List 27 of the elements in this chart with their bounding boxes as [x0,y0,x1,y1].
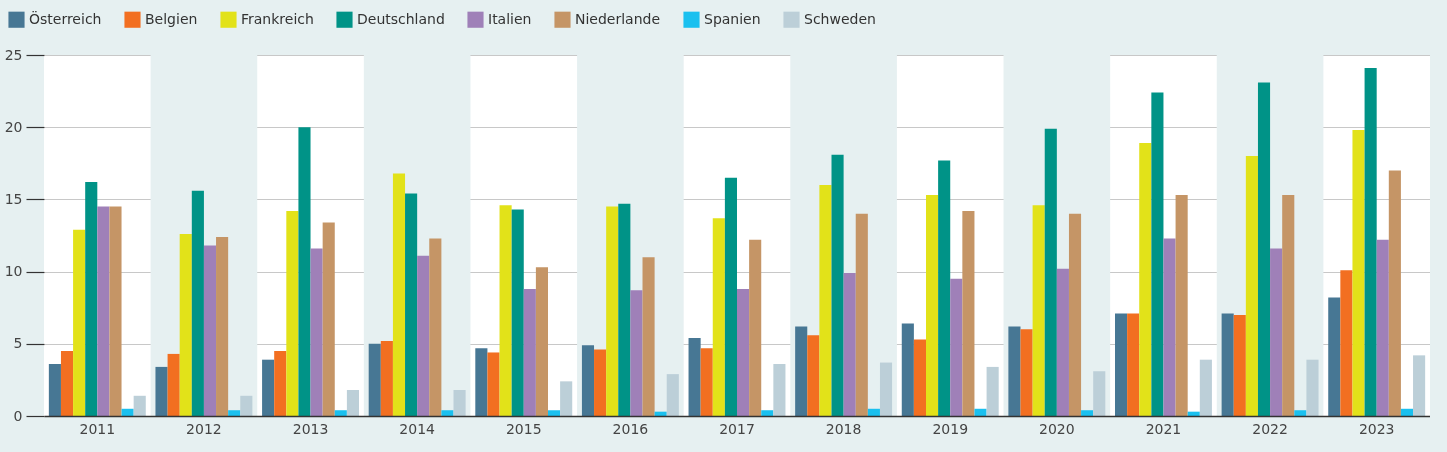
legend-label: Deutschland [357,10,445,27]
legend-label: Schweden [804,10,876,27]
y-tick-label: 20 [4,118,23,135]
legend-label: Frankreich [241,10,314,27]
x-tick-label: 2011 [79,420,116,437]
y-tick-label: 0 [13,407,23,424]
y-tick-label: 15 [4,190,23,207]
x-tick-label: 2018 [825,420,862,437]
y-tick-label: 10 [4,263,23,280]
x-tick-label: 2013 [292,420,329,437]
x-tick-label: 2021 [1145,420,1182,437]
legend-label: Spanien [704,10,761,27]
x-tick-label: 2019 [932,420,969,437]
y-tick-label: 5 [13,335,23,352]
x-tick-label: 2020 [1039,420,1075,437]
legend-label: Österreich [29,9,102,27]
x-tick-label: 2014 [399,420,436,437]
y-tick-label: 25 [4,46,23,63]
x-tick-label: 2017 [719,420,755,437]
legend-label: Belgien [145,10,198,27]
x-tick-label: 2023 [1358,420,1395,437]
x-tick-label: 2015 [505,420,542,437]
legend-label: Niederlande [575,10,661,27]
legend-label: Italien [488,10,532,27]
x-tick-label: 2022 [1252,420,1288,437]
x-tick-label: 2016 [612,420,649,437]
x-tick-label: 2012 [186,420,222,437]
